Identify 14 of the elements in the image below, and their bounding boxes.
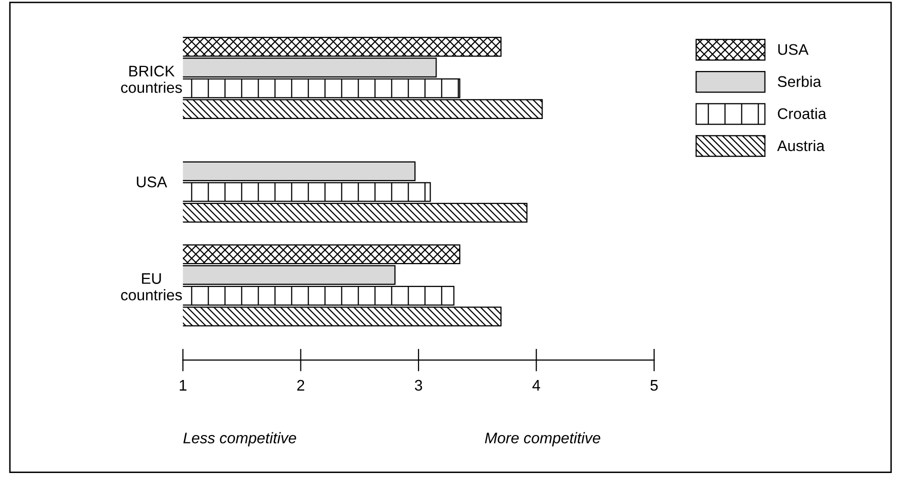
y-tick-label: EU countries	[121, 273, 182, 300]
legend-label: USA	[778, 44, 809, 55]
x-tick-label: 2	[297, 380, 304, 391]
text: More competitive	[484, 432, 600, 446]
y-tick-label: BRICK countries	[121, 66, 182, 93]
x-tick-label: 3	[414, 380, 422, 391]
x-tick-label: 1	[180, 380, 186, 391]
legend-label: Croatia	[778, 108, 826, 120]
x-tick-label: 5	[650, 380, 658, 391]
legend-label: Austria	[777, 140, 825, 152]
legend-label: Serbia	[778, 76, 822, 87]
text: Less competitive	[183, 432, 296, 446]
x-tick-label: 4	[532, 380, 540, 391]
y-tick-label: USA	[136, 176, 168, 188]
